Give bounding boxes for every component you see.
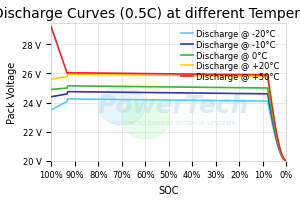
Text: ADVANCED ENERGY STORAGE SYSTEMS: ADVANCED ENERGY STORAGE SYSTEMS	[111, 120, 236, 125]
Polygon shape	[122, 100, 169, 139]
Text: PowerTech: PowerTech	[98, 94, 249, 118]
Title: Discharge Curves (0.5C) at different Temperatures: Discharge Curves (0.5C) at different Tem…	[0, 7, 300, 21]
Y-axis label: Pack Voltage: Pack Voltage	[7, 61, 17, 123]
Polygon shape	[98, 87, 145, 125]
Polygon shape	[115, 77, 162, 108]
Legend: Discharge @ -20°C, Discharge @ -10°C, Discharge @ 0°C, Discharge @ +20°C, Discha: Discharge @ -20°C, Discharge @ -10°C, Di…	[178, 27, 282, 84]
X-axis label: SOC: SOC	[159, 185, 179, 195]
